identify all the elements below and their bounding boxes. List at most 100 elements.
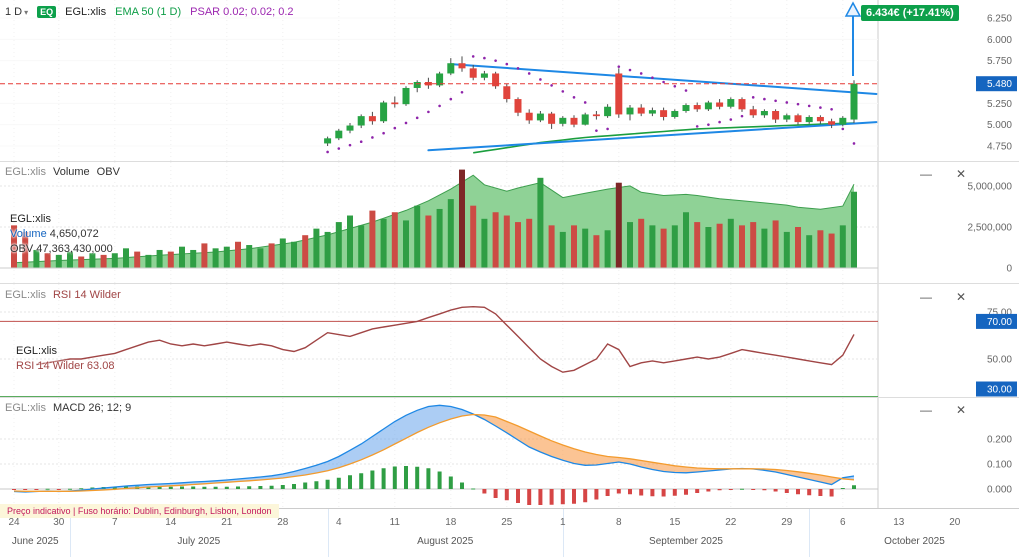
current-price-change: (+17.41%) bbox=[902, 7, 954, 19]
macd-histogram-bar bbox=[392, 466, 397, 489]
volume-bar bbox=[391, 212, 398, 268]
psar-dot bbox=[763, 97, 766, 101]
psar-dot bbox=[740, 114, 744, 118]
volume-bar bbox=[55, 254, 62, 268]
close-rsi-panel-button[interactable]: ✕ bbox=[955, 290, 966, 304]
macd-histogram-bar bbox=[448, 476, 453, 489]
psar-dot bbox=[337, 147, 341, 150]
y-axis-label: 5.750 bbox=[987, 56, 1012, 67]
volume-bar bbox=[548, 225, 555, 268]
macd-histogram-bar bbox=[79, 488, 84, 490]
timeframe-dropdown[interactable]: 1 D ▾ bbox=[5, 6, 28, 18]
psar-dot bbox=[527, 72, 531, 75]
macd-histogram-bar bbox=[157, 486, 162, 489]
close-volume-panel-button[interactable]: ✕ bbox=[955, 167, 966, 181]
psar-dot bbox=[415, 116, 419, 120]
volume-indicator-label[interactable]: Volume bbox=[52, 166, 90, 178]
y-axis-badge-label: 70.00 bbox=[987, 317, 1012, 328]
candle-body bbox=[671, 111, 679, 117]
volume-bar bbox=[302, 235, 309, 268]
volume-bar bbox=[291, 241, 297, 268]
candle-body bbox=[447, 63, 455, 74]
minimize-rsi-panel-button[interactable]: — bbox=[920, 290, 932, 304]
psar-dot bbox=[729, 118, 733, 121]
y-axis-badge-label: 5.480 bbox=[987, 79, 1012, 90]
candle-body bbox=[368, 116, 376, 122]
macd-panel-controls: — ✕ bbox=[920, 404, 966, 416]
rsi-indicator-label[interactable]: RSI 14 Wilder bbox=[52, 289, 121, 301]
trendline[interactable] bbox=[449, 63, 878, 95]
macd-histogram-bar bbox=[404, 466, 408, 489]
volume-bar bbox=[683, 212, 689, 268]
time-axis[interactable]: 24 30 7 14 21 28 4 11 18 25 1 8 15 22 29 6 13 20 June 2025… bbox=[0, 508, 1019, 557]
macd-histogram-bar bbox=[437, 471, 442, 489]
macd-chart: 0.200 0.100 0.000 bbox=[0, 398, 1012, 508]
candle-body bbox=[514, 99, 522, 113]
time-axis-day-label: 8 bbox=[616, 517, 622, 528]
macd-histogram-bar bbox=[482, 489, 487, 494]
minimize-volume-panel-button[interactable]: — bbox=[920, 167, 932, 181]
candle-body bbox=[738, 99, 746, 110]
psar-dot bbox=[382, 131, 385, 135]
candle-body bbox=[693, 105, 701, 110]
volume-bar bbox=[223, 246, 230, 268]
macd-histogram-bar bbox=[762, 489, 767, 491]
volume-bar bbox=[425, 215, 432, 268]
volume-bar bbox=[335, 222, 342, 268]
psar-dot bbox=[774, 99, 777, 103]
y-axis-label: 6.000 bbox=[987, 35, 1012, 46]
macd-line bbox=[13, 404, 855, 493]
macd-histogram-bar bbox=[852, 485, 856, 489]
volume-bar bbox=[324, 231, 331, 268]
volume-bar bbox=[78, 256, 85, 268]
time-axis-month-label: June 2025 bbox=[11, 536, 59, 547]
psar-dot bbox=[628, 68, 632, 72]
volume-bar bbox=[503, 215, 510, 268]
volume-bar bbox=[89, 253, 96, 268]
macd-histogram-bar bbox=[628, 489, 632, 495]
macd-histogram-bar bbox=[807, 489, 812, 496]
psar-dot bbox=[606, 127, 609, 131]
ema-indicator-label[interactable]: EMA 50 (1 D) bbox=[115, 6, 182, 18]
psar-indicator-label[interactable]: PSAR 0.02; 0.02; 0.2 bbox=[190, 6, 294, 18]
panel-symbol-label: EGL:xlis bbox=[5, 402, 46, 414]
time-axis-day-label: 13 bbox=[893, 517, 905, 528]
macd-histogram-bar bbox=[796, 489, 800, 495]
candle-body bbox=[592, 114, 600, 117]
time-axis-day-label: 18 bbox=[445, 517, 457, 528]
macd-histogram-bar bbox=[303, 482, 308, 489]
volume-bar bbox=[582, 228, 589, 268]
candle-body bbox=[380, 102, 388, 122]
volume-bar bbox=[716, 223, 723, 268]
volume-bar bbox=[559, 231, 566, 268]
obv-indicator-label[interactable]: OBV bbox=[96, 166, 120, 178]
price-up-arrow-icon bbox=[844, 1, 862, 76]
volume-bar bbox=[526, 218, 533, 268]
panel-symbol-label: EGL:xlis bbox=[5, 166, 46, 178]
month-separator bbox=[809, 509, 811, 557]
candle-body bbox=[436, 73, 444, 86]
psar-dot bbox=[673, 84, 677, 88]
volume-bar bbox=[436, 208, 443, 268]
trendline[interactable] bbox=[427, 121, 878, 152]
legend-rsi-value: RSI 14 Wilder 63.08 bbox=[16, 359, 115, 372]
candle-body bbox=[648, 110, 656, 114]
panel-separator bbox=[0, 397, 1019, 398]
macd-histogram-bar bbox=[359, 473, 364, 489]
minimize-macd-panel-button[interactable]: — bbox=[920, 403, 932, 417]
macd-histogram-bar bbox=[639, 489, 644, 496]
candle-body bbox=[637, 107, 645, 114]
volume-bar bbox=[705, 227, 712, 268]
psar-dot bbox=[550, 84, 553, 87]
macd-histogram-bar bbox=[247, 486, 252, 489]
volume-bar bbox=[33, 249, 40, 268]
chevron-down-icon: ▾ bbox=[24, 7, 29, 17]
macd-indicator-label[interactable]: MACD 26; 12; 9 bbox=[52, 402, 132, 414]
volume-bar bbox=[537, 177, 544, 268]
macd-histogram-bar bbox=[180, 486, 184, 489]
macd-histogram-bar bbox=[213, 486, 218, 489]
close-macd-panel-button[interactable]: ✕ bbox=[955, 403, 966, 417]
time-axis-day-label: 1 bbox=[560, 517, 566, 528]
volume-bar bbox=[167, 251, 174, 268]
volume-bar bbox=[134, 251, 141, 268]
